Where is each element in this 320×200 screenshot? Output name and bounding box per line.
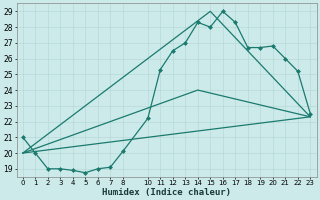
X-axis label: Humidex (Indice chaleur): Humidex (Indice chaleur): [102, 188, 231, 197]
